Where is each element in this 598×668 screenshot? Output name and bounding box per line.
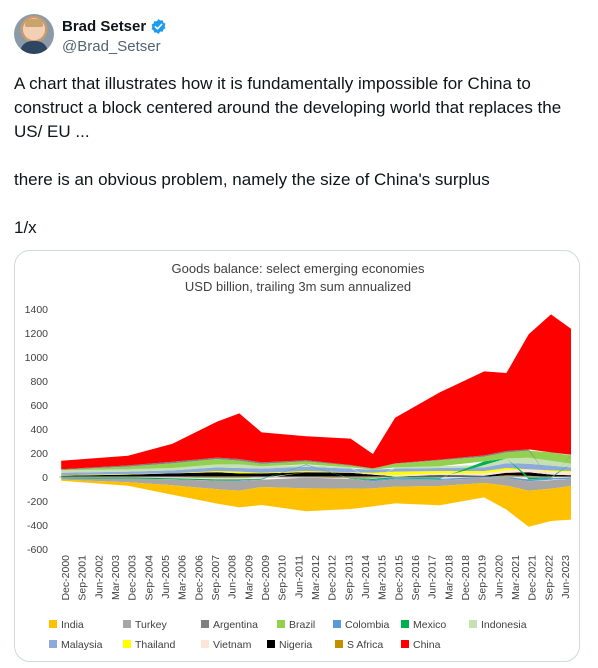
y-tick-label: -400 [27,520,48,532]
x-tick-label: Dec-2000 [60,555,72,601]
chart-title: Goods balance: select emerging economies [172,261,425,276]
legend-label-china: China [413,639,441,651]
legend-label-vietnam: Vietnam [213,639,252,651]
y-tick-label: -600 [27,544,48,556]
tweet-paragraph: 1/x [14,218,37,237]
series-area-mexico [61,458,571,481]
chart-image-card[interactable]: Goods balance: select emerging economies… [14,250,580,662]
legend-swatch-thailand [123,640,131,648]
y-axis: 1400 1200 1000 800 600 400 200 0 -200 -400 -600 [25,304,49,556]
legend-swatch-mexico [401,620,409,628]
legend-swatch-colombia [333,620,341,628]
x-tick-label: Jun-2017 [427,555,439,599]
x-tick-label: Jun-2014 [360,555,372,599]
series-area-china [61,314,571,470]
legend-swatch-india [49,620,57,628]
x-tick-label: Mar-2012 [310,555,322,600]
y-tick-label: 200 [30,448,48,460]
x-tick-label: Dec-2003 [127,555,139,601]
x-tick-label: Dec-2015 [393,555,405,601]
legend-label-mexico: Mexico [413,619,446,631]
y-tick-label: 600 [30,400,48,412]
legend-swatch-nigeria [267,640,275,648]
legend-label-colombia: Colombia [345,619,390,631]
legend-label-turkey: Turkey [135,619,167,631]
name-row: Brad Setser [62,16,167,36]
legend-label-india: India [61,619,84,631]
legend-swatch-china [401,640,409,648]
x-tick-label: Dec-2021 [527,555,539,601]
tweet-header: Brad Setser @Brad_Setser [14,14,584,58]
chart-legend: India Turkey Argentina Brazil Colombia Mexico… [49,619,527,651]
author-handle[interactable]: @Brad_Setser [62,38,161,55]
y-tick-label: 0 [42,472,48,484]
series-area-thailand [61,468,571,476]
series-area-indonesia [61,457,571,479]
x-tick-label: Mar-2006 [177,555,189,600]
x-tick-label: Sep-2013 [343,555,355,601]
x-tick-label: Sep-2019 [477,555,489,601]
legend-label-argentina: Argentina [213,619,258,631]
legend-label-brazil: Brazil [289,619,315,631]
x-tick-label: Jun-2023 [560,555,572,599]
y-tick-label: 1400 [25,304,49,316]
chart-areas [61,314,571,527]
legend-label-malaysia: Malaysia [61,639,103,651]
avatar-shirt [20,41,48,54]
verified-badge-icon [151,18,166,34]
avatar[interactable] [14,14,54,54]
x-tick-label: Sep-2004 [143,555,155,601]
x-tick-label: Jun-2008 [227,555,239,599]
x-tick-label: Sep-2022 [543,555,555,601]
legend-label-indonesia: Indonesia [481,619,527,631]
x-tick-label: Jun-2002 [93,555,105,599]
legend-swatch-vietnam [201,640,209,648]
tweet-paragraph: A chart that illustrates how it is funda… [14,74,566,141]
x-axis: Dec-2000 Sep-2001 Jun-2002 Mar-2003 Dec-2003… [60,555,572,601]
avatar-hair [25,19,43,27]
x-tick-label: Mar-2021 [510,555,522,600]
x-tick-label: Sep-2010 [277,555,289,601]
legend-swatch-malaysia [49,640,57,648]
x-tick-label: Mar-2009 [243,555,255,600]
x-tick-label: Dec-2018 [460,555,472,601]
x-tick-label: Dec-2012 [327,555,339,601]
y-tick-label: 1000 [25,352,49,364]
x-tick-label: Mar-2003 [110,555,122,600]
x-tick-label: Dec-2009 [260,555,272,601]
series-area-colombia [61,464,571,482]
x-tick-label: Sep-2001 [77,555,89,601]
series-area-malaysia [61,463,571,476]
x-tick-label: Sep-2007 [210,555,222,601]
tweet-paragraph: there is an obvious problem, namely the … [14,170,490,189]
y-tick-label: 400 [30,424,48,436]
legend-swatch-brazil [277,620,285,628]
y-tick-label: 800 [30,376,48,388]
author-name[interactable]: Brad Setser [62,17,147,35]
series-area-india [61,479,571,527]
x-tick-label: Mar-2018 [443,555,455,600]
series-area-nigeria [61,472,571,477]
y-tick-label: -200 [27,496,48,508]
series-area-brazil [61,450,571,471]
legend-swatch-argentina [201,620,209,628]
chart-subtitle: USD billion, trailing 3m sum annualized [185,279,411,294]
x-tick-label: Dec-2006 [193,555,205,601]
goods-balance-chart: Goods balance: select emerging economies… [25,261,572,651]
legend-swatch-indonesia [469,620,477,628]
x-tick-label: Mar-2015 [377,555,389,600]
x-tick-label: Sep-2016 [410,555,422,601]
tweet-body: A chart that illustrates how it is funda… [14,72,584,240]
legend-swatch-turkey [123,620,131,628]
series-area-turkey [61,477,571,491]
x-tick-label: Jun-2011 [293,555,305,598]
legend-label-nigeria: Nigeria [279,639,312,651]
x-tick-label: Jun-2005 [160,555,172,599]
legend-label-thailand: Thailand [135,639,175,651]
legend-swatch-s-africa [335,640,343,648]
legend-label-s-africa: S Africa [347,639,383,651]
x-tick-label: Jun-2020 [493,555,505,599]
y-tick-label: 1200 [25,328,49,340]
